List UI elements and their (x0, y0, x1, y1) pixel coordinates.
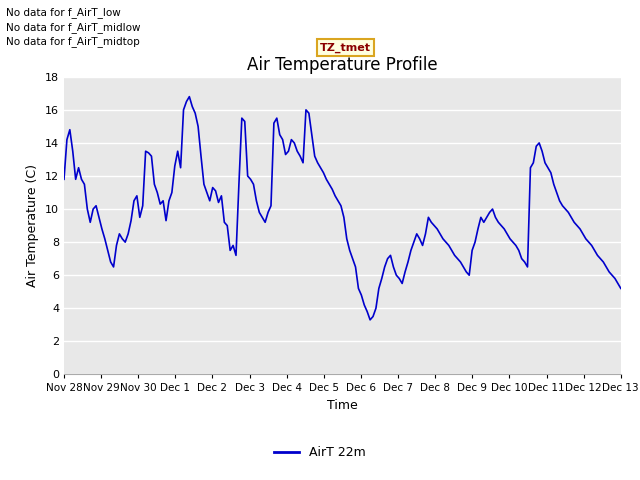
Text: No data for f_AirT_low: No data for f_AirT_low (6, 7, 121, 18)
Legend: AirT 22m: AirT 22m (269, 441, 371, 464)
X-axis label: Time: Time (327, 399, 358, 412)
Title: Air Temperature Profile: Air Temperature Profile (247, 56, 438, 74)
Y-axis label: Air Temperature (C): Air Temperature (C) (26, 164, 40, 287)
Text: TZ_tmet: TZ_tmet (320, 42, 371, 53)
Text: No data for f_AirT_midtop: No data for f_AirT_midtop (6, 36, 140, 47)
Text: No data for f_AirT_midlow: No data for f_AirT_midlow (6, 22, 141, 33)
